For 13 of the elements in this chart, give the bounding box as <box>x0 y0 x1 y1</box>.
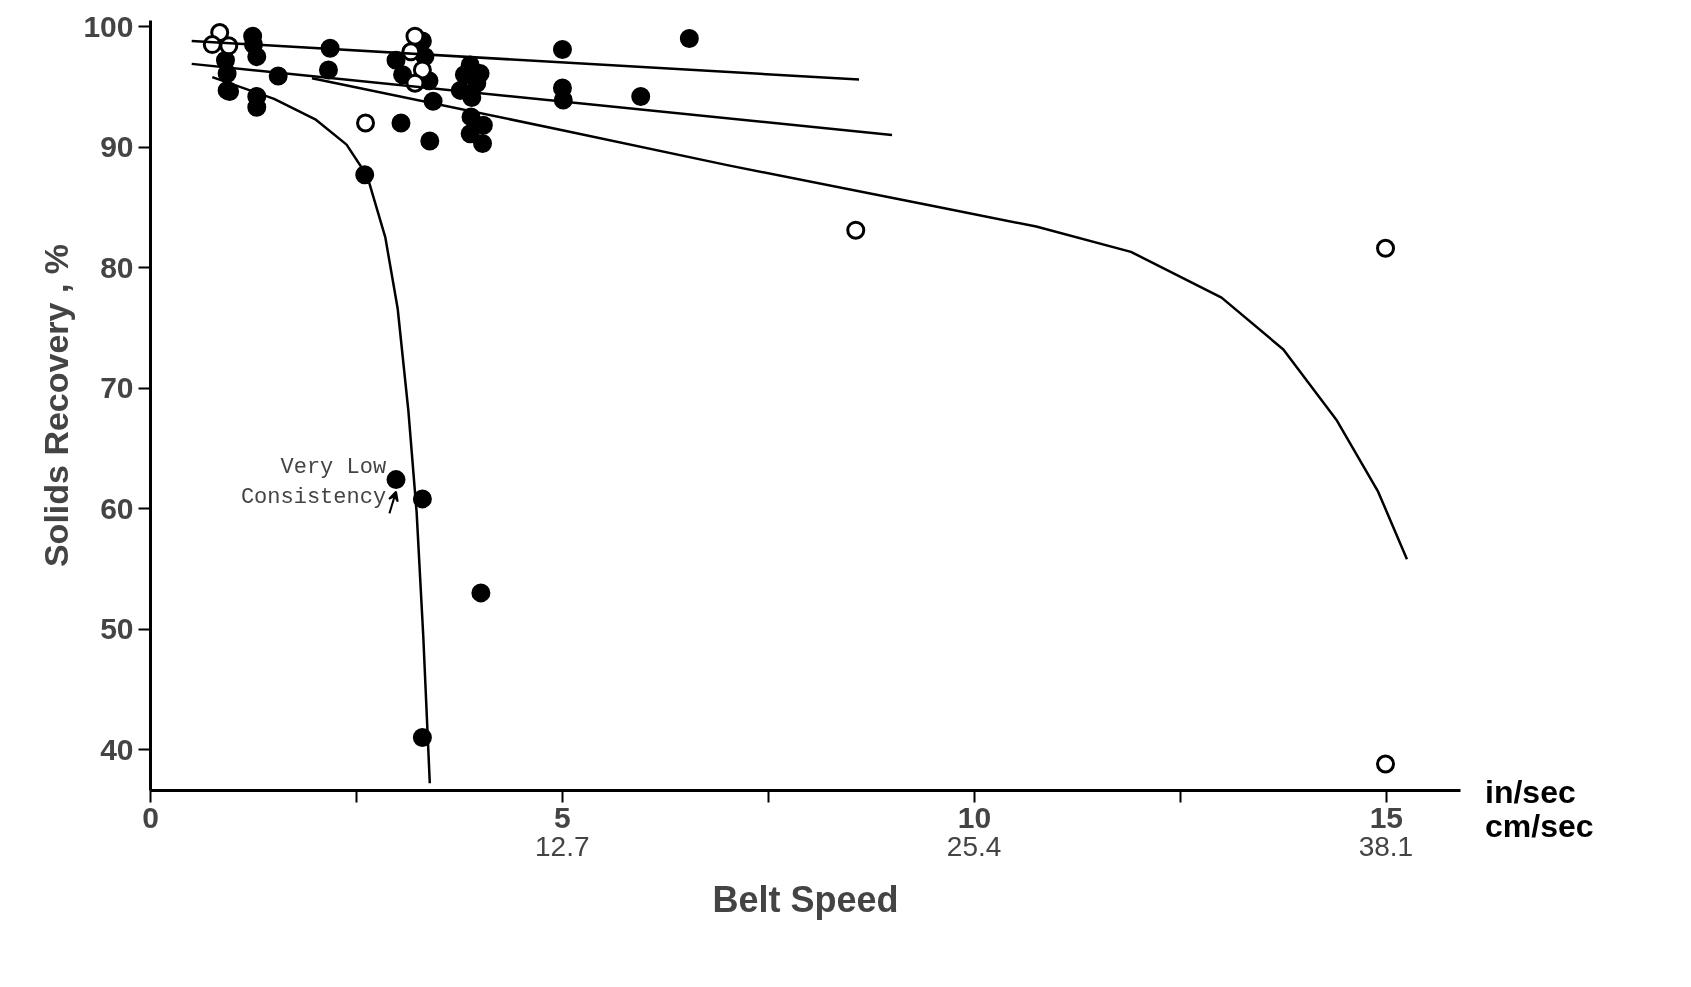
x-axis-title: Belt Speed <box>712 878 899 920</box>
y-axis-title: Solids Recovery , % <box>37 243 76 568</box>
text: in/sec <box>1485 774 1577 810</box>
annotation: Very Low Consistency <box>240 454 387 510</box>
y-tick-label: 80 <box>100 250 134 284</box>
y-tick-label: 100 <box>83 9 134 43</box>
y-tick-label: 50 <box>100 612 134 646</box>
y-tick-label: 40 <box>100 732 134 766</box>
y-tick-label: 70 <box>100 371 134 405</box>
y-tick-label: 60 <box>100 491 134 525</box>
x-tick-label: 0 <box>142 800 159 834</box>
y-tick-label: 90 <box>100 130 134 164</box>
text: cm/sec <box>1485 808 1594 844</box>
